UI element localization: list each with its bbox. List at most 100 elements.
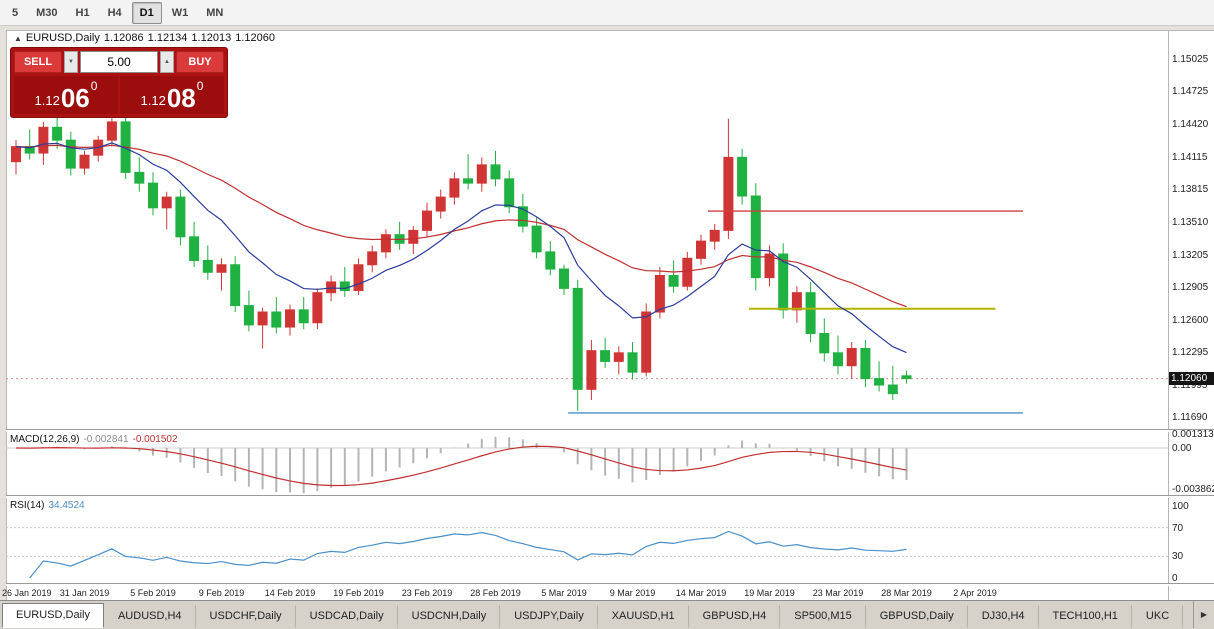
chart-tab-usdcnh-daily[interactable]: USDCNH,Daily	[398, 605, 501, 628]
macd-axis-label: 0.001313	[1172, 428, 1214, 440]
timeframe-button-mn[interactable]: MN	[206, 6, 224, 19]
buy-price-pipette: 0	[196, 79, 204, 93]
chart-tab-gbpusd-h4[interactable]: GBPUSD,H4	[689, 605, 781, 628]
price-axis-label: 1.14420	[1172, 119, 1209, 131]
rsi-axis-label: 100	[1172, 501, 1189, 512]
date-axis-label: 23 Feb 2019	[401, 588, 453, 598]
date-axis-label: 2 Apr 2019	[953, 588, 997, 598]
timeframe-button-h1[interactable]: H1	[75, 6, 90, 19]
macd-name: MACD(12,26,9)	[10, 434, 80, 445]
price-axis-label: 1.14725	[1172, 86, 1209, 98]
chart-tab-xauusd-h1[interactable]: XAUUSD,H1	[598, 605, 689, 628]
chart-background	[6, 30, 1214, 600]
buy-price-display[interactable]: 1.12 08 0	[120, 76, 224, 114]
chart-low-value: 1.12013	[191, 32, 232, 44]
one-click-trading-panel: SELL ▼ ▲ BUY 1.12 06 0 1.12 08 0	[10, 47, 228, 118]
chart-tab-usdcad-daily[interactable]: USDCAD,Daily	[296, 605, 398, 628]
price-axis-label: 1.12600	[1172, 314, 1209, 326]
price-axis-label: 1.15025	[1172, 54, 1209, 66]
price-axis-label: 1.12905	[1172, 281, 1209, 293]
sell-price-display[interactable]: 1.12 06 0	[14, 76, 118, 114]
timeframe-button-h4[interactable]: H4	[107, 6, 122, 19]
date-axis-label: 9 Mar 2019	[609, 588, 656, 598]
date-axis-label: 19 Mar 2019	[744, 588, 795, 598]
price-axis-label: 1.14115	[1172, 151, 1208, 163]
sell-button[interactable]: SELL	[14, 51, 62, 73]
macd-signal-value: -0.001502	[132, 434, 178, 445]
sell-price-pipette: 0	[90, 79, 98, 93]
price-axis-label: 1.13510	[1172, 216, 1209, 228]
macd-indicator-label: MACD(12,26,9) -0.002841 -0.001502	[10, 434, 178, 445]
date-axis-label: 26 Jan 2019	[2, 588, 52, 598]
rsi-name: RSI(14)	[10, 500, 45, 511]
timeframe-toolbar: 5 M30 H1 H4 D1 W1 MN	[0, 0, 1214, 26]
date-axis-label: 9 Feb 2019	[198, 588, 245, 598]
macd-axis-label: -0.003862	[1172, 484, 1214, 496]
ma-slow-line	[15, 144, 907, 308]
macd-axis-label: 0.00	[1172, 443, 1192, 454]
timeframe-button-d1[interactable]: D1	[131, 1, 162, 24]
rsi-value: 34.4524	[48, 500, 85, 511]
chart-tab-gbpusd-daily[interactable]: GBPUSD,Daily	[866, 605, 968, 628]
pane-separator-macd[interactable]	[6, 429, 1214, 432]
date-axis-label: 28 Mar 2019	[881, 588, 932, 598]
chart-tab-usdjpy-daily[interactable]: USDJPY,Daily	[500, 605, 598, 628]
chart-ohlc-header: ▲ EURUSD,Daily 1.12086 1.12134 1.12013 1.1206…	[14, 32, 279, 44]
volume-decrease-button[interactable]: ▼	[64, 51, 78, 73]
sell-price-prefix: 1.12	[34, 93, 60, 108]
timeframe-button-m30[interactable]: M30	[36, 6, 58, 19]
date-axis-label: 23 Mar 2019	[812, 588, 864, 598]
rsi-axis-label: 0	[1172, 573, 1178, 584]
macd-histogram	[28, 436, 908, 494]
rsi-indicator-label: RSI(14) 34.4524	[10, 500, 85, 511]
pane-separator-axis	[6, 583, 1214, 586]
date-axis-label: 19 Feb 2019	[333, 588, 384, 598]
chart-tab-tech100-h1[interactable]: TECH100,H1	[1039, 605, 1132, 628]
chart-tab-bar: EURUSD,Daily AUDUSD,H4 USDCHF,Daily USDCAD,…	[0, 600, 1214, 629]
current-price-badge: 1.12060	[1169, 371, 1214, 385]
pane-separator-rsi[interactable]	[6, 495, 1214, 498]
chart-close-value: 1.12060	[235, 32, 275, 44]
chart-tab-usdchf-daily[interactable]: USDCHF,Daily	[196, 605, 296, 628]
chart-symbol-label: EURUSD,Daily	[25, 32, 100, 44]
price-axis-separator	[1168, 30, 1169, 600]
date-axis-label: 5 Mar 2019	[541, 588, 587, 598]
horizontal-lines	[568, 210, 1023, 414]
buy-price-prefix: 1.12	[140, 93, 166, 108]
sell-price-pips: 06	[60, 83, 90, 113]
price-axis-label: 1.12295	[1172, 347, 1209, 359]
volume-input[interactable]	[80, 51, 158, 73]
chart-tab-audusd-h4[interactable]: AUDUSD,H4	[104, 605, 196, 628]
chart-tab-eurusd-daily[interactable]: EURUSD,Daily	[2, 603, 104, 628]
chart-tab-sp500-m15[interactable]: SP500,M15	[780, 605, 866, 628]
date-axis-label: 31 Jan 2019	[59, 588, 110, 598]
rsi-axis-label: 30	[1172, 551, 1184, 563]
chart-tab-dj30-h4[interactable]: DJ30,H4	[968, 605, 1039, 628]
timeframe-button-5[interactable]: 5	[12, 6, 19, 19]
macd-main-value: -0.002841	[83, 434, 129, 445]
price-axis-label: 1.11995	[1172, 379, 1208, 391]
price-axis-label: 1.13815	[1172, 184, 1209, 196]
volume-increase-button[interactable]: ▲	[160, 51, 174, 73]
candlesticks	[11, 114, 912, 411]
chart-tab-ukc[interactable]: UKC	[1132, 605, 1184, 628]
price-chart[interactable]	[6, 30, 1168, 586]
date-axis-label: 14 Feb 2019	[264, 588, 316, 598]
tab-scroll-right-button[interactable]: ▶	[1193, 601, 1214, 628]
buy-price-pips: 08	[166, 83, 196, 113]
ma-fast-line	[15, 142, 907, 354]
rsi-line	[29, 530, 907, 579]
date-axis-label: 5 Feb 2019	[130, 588, 176, 598]
chart-open-value: 1.12086	[103, 32, 144, 44]
date-axis-label: 28 Feb 2019	[470, 588, 521, 598]
date-axis-label: 14 Mar 2019	[675, 588, 727, 598]
buy-button[interactable]: BUY	[176, 51, 224, 73]
price-axis-label: 1.11690	[1172, 412, 1208, 424]
chart-high-value: 1.12134	[147, 32, 188, 44]
price-axis-label: 1.13205	[1172, 249, 1209, 261]
rsi-axis-label: 70	[1172, 522, 1184, 534]
timeframe-button-w1[interactable]: W1	[171, 6, 189, 19]
macd-signal-line	[15, 445, 907, 487]
chart-symbol-icon: ▲	[14, 34, 22, 43]
